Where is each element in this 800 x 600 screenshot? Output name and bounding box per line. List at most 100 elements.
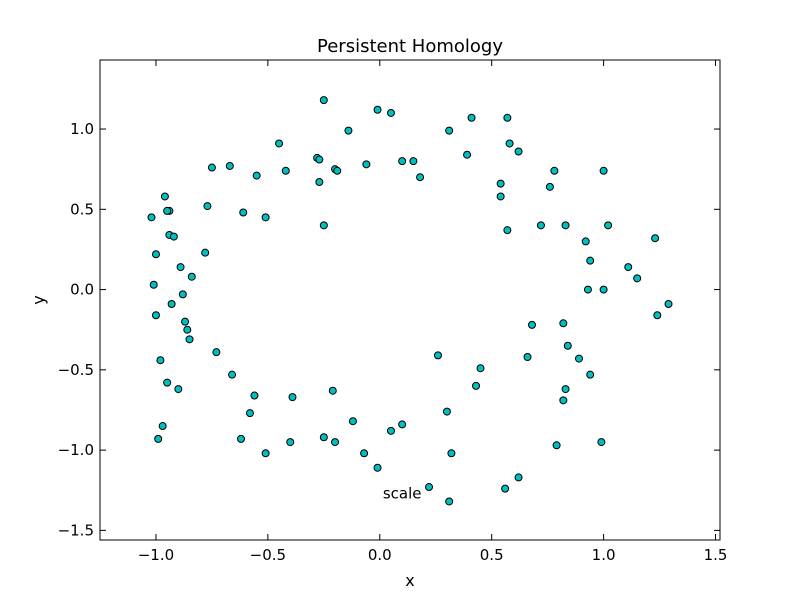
data-point — [651, 234, 660, 243]
data-point — [344, 126, 353, 135]
x-tick-label: 0.0 — [368, 546, 392, 564]
data-point — [261, 213, 270, 222]
data-point — [333, 166, 342, 175]
y-tick-label: 1.0 — [70, 120, 94, 138]
data-point — [315, 178, 324, 187]
data-point — [319, 433, 328, 442]
data-point — [185, 335, 194, 344]
data-point — [514, 147, 523, 156]
data-point — [386, 426, 395, 435]
data-point — [496, 192, 505, 201]
data-point — [501, 484, 510, 493]
plot-area — [99, 59, 721, 541]
scale-annotation: scale — [383, 484, 422, 502]
plot-frame — [99, 59, 721, 541]
y-tick-label: −1.5 — [58, 521, 94, 539]
data-point — [416, 173, 425, 182]
data-point — [664, 300, 673, 309]
data-point — [245, 409, 254, 418]
data-point — [398, 420, 407, 429]
data-point — [154, 434, 163, 443]
data-point — [181, 317, 190, 326]
data-point — [261, 449, 270, 458]
data-point — [447, 449, 456, 458]
x-tick-label: 1.5 — [704, 546, 728, 564]
data-point — [151, 311, 160, 320]
data-point — [281, 166, 290, 175]
data-point — [409, 157, 418, 166]
data-point — [503, 113, 512, 122]
x-tick-label: 0.5 — [480, 546, 504, 564]
data-point — [160, 192, 169, 201]
data-point — [149, 280, 158, 289]
data-point — [550, 166, 559, 175]
data-point — [362, 160, 371, 169]
data-point — [252, 171, 261, 180]
data-point — [505, 139, 514, 148]
data-point — [463, 150, 472, 159]
data-point — [574, 354, 583, 363]
data-point — [183, 325, 192, 334]
data-point — [203, 202, 212, 211]
data-point — [147, 213, 156, 222]
data-point — [604, 221, 613, 230]
data-point — [328, 386, 337, 395]
data-point — [151, 250, 160, 259]
data-point — [237, 434, 246, 443]
data-point — [348, 417, 357, 426]
data-points — [147, 96, 673, 506]
data-point — [167, 300, 176, 309]
x-tick-label: 1.0 — [592, 546, 616, 564]
data-point — [288, 393, 297, 402]
data-point — [250, 391, 259, 400]
data-point — [561, 385, 570, 394]
data-point — [496, 179, 505, 188]
x-axis-label: x — [405, 571, 414, 590]
data-point — [158, 422, 167, 431]
data-point — [156, 356, 165, 365]
data-point — [527, 320, 536, 329]
data-point — [373, 105, 382, 114]
data-point — [599, 285, 608, 294]
data-point — [536, 221, 545, 230]
data-point — [163, 378, 172, 387]
data-point — [178, 290, 187, 299]
y-tick-label: −1.0 — [58, 441, 94, 459]
data-point — [472, 381, 481, 390]
data-point — [315, 155, 324, 164]
data-point — [275, 139, 284, 148]
data-point — [373, 463, 382, 472]
data-point — [445, 126, 454, 135]
data-point — [583, 285, 592, 294]
data-point — [552, 441, 561, 450]
y-axis-label: y — [29, 295, 48, 304]
data-point — [586, 256, 595, 265]
data-point — [201, 248, 210, 257]
data-point — [581, 237, 590, 246]
y-tick-label: 0.0 — [70, 281, 94, 299]
data-point — [176, 263, 185, 272]
data-point — [476, 364, 485, 373]
data-point — [653, 311, 662, 320]
data-point — [559, 319, 568, 328]
data-point — [633, 274, 642, 283]
data-point — [597, 438, 606, 447]
data-point — [445, 497, 454, 506]
y-tick-label: −0.5 — [58, 361, 94, 379]
y-axis: −1.5 −1.0 −0.5 0.0 0.5 1.0 — [58, 120, 720, 539]
data-point — [319, 96, 328, 105]
data-point — [545, 182, 554, 191]
data-point — [559, 396, 568, 405]
data-point — [398, 157, 407, 166]
data-point — [425, 483, 434, 492]
data-point — [561, 221, 570, 230]
data-point — [563, 341, 572, 350]
data-point — [169, 232, 178, 241]
data-point — [467, 113, 476, 122]
data-point — [386, 108, 395, 117]
data-point — [503, 226, 512, 235]
data-point — [212, 348, 221, 357]
data-point — [360, 449, 369, 458]
x-tick-label: −1.0 — [138, 546, 174, 564]
